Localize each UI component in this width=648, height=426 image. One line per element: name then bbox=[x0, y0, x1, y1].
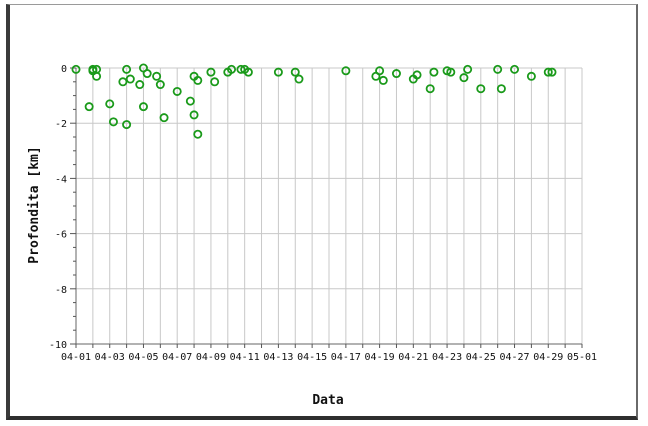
data-point bbox=[125, 74, 135, 84]
x-axis-title: Data bbox=[312, 393, 343, 408]
data-point bbox=[138, 102, 148, 112]
x-tick-label: 04-23 bbox=[432, 352, 462, 363]
data-point bbox=[105, 99, 115, 109]
data-point bbox=[496, 84, 506, 94]
x-tick-labels: 04-01 04-03 04-05 04-07 04-09 04-11 04-13 04-15… bbox=[61, 352, 597, 363]
x-tick-label: 04-03 bbox=[95, 352, 125, 363]
data-point bbox=[118, 77, 128, 87]
data-point bbox=[155, 80, 165, 90]
data-point bbox=[189, 110, 199, 120]
data-point bbox=[243, 67, 253, 77]
data-point bbox=[210, 77, 220, 87]
data-point bbox=[526, 71, 536, 81]
axes bbox=[70, 67, 583, 348]
data-point bbox=[92, 64, 102, 74]
data-point bbox=[294, 74, 304, 84]
data-point bbox=[236, 64, 246, 74]
data-point bbox=[493, 64, 503, 74]
data-point bbox=[371, 71, 381, 81]
x-tick-label: 04-17 bbox=[331, 352, 361, 363]
data-point bbox=[122, 120, 132, 130]
x-tick-label: 04-15 bbox=[297, 352, 327, 363]
data-point bbox=[227, 64, 237, 74]
grid-lines bbox=[75, 67, 583, 345]
data-point bbox=[446, 67, 456, 77]
data-point bbox=[135, 80, 145, 90]
data-point bbox=[172, 86, 182, 96]
data-point bbox=[122, 64, 132, 74]
data-point bbox=[510, 64, 520, 74]
data-point bbox=[378, 75, 388, 85]
y-tick-label: -4 bbox=[55, 174, 67, 185]
x-tick-label: 04-19 bbox=[365, 352, 395, 363]
data-point bbox=[463, 64, 473, 74]
x-tick-label: 04-07 bbox=[162, 352, 192, 363]
y-tick-label: -2 bbox=[55, 119, 67, 130]
data-point bbox=[152, 71, 162, 81]
y-tick-labels: 0 -2 -4 -6 -8 -10 bbox=[49, 64, 67, 351]
data-point bbox=[84, 102, 94, 112]
x-tick-label: 04-09 bbox=[196, 352, 226, 363]
data-point bbox=[88, 64, 98, 74]
data-point bbox=[193, 129, 203, 139]
y-tick-label: 0 bbox=[61, 64, 67, 75]
data-point bbox=[476, 84, 486, 94]
x-tick-label: 04-29 bbox=[533, 352, 563, 363]
data-points bbox=[71, 63, 557, 139]
data-point bbox=[547, 67, 557, 77]
x-tick-label: 04-01 bbox=[61, 352, 91, 363]
data-point bbox=[459, 73, 469, 83]
data-point bbox=[71, 64, 81, 74]
data-point bbox=[273, 67, 283, 77]
data-point bbox=[391, 69, 401, 79]
y-axis-title: Profondita [km] bbox=[27, 146, 42, 263]
data-point bbox=[425, 84, 435, 94]
data-point bbox=[412, 70, 422, 80]
data-point bbox=[138, 63, 148, 73]
data-point bbox=[429, 67, 439, 77]
x-tick-label: 04-13 bbox=[263, 352, 293, 363]
data-point bbox=[108, 117, 118, 127]
y-tick-label: -6 bbox=[55, 230, 67, 241]
y-tick-label: -10 bbox=[49, 340, 67, 351]
data-point bbox=[193, 75, 203, 85]
x-tick-label: 04-05 bbox=[128, 352, 158, 363]
y-tick-label: -8 bbox=[55, 285, 67, 296]
data-point bbox=[206, 67, 216, 77]
data-point bbox=[290, 67, 300, 77]
x-tick-label: 04-25 bbox=[466, 352, 496, 363]
data-point bbox=[543, 67, 553, 77]
x-tick-label: 04-11 bbox=[230, 352, 260, 363]
x-tick-label: 04-21 bbox=[398, 352, 428, 363]
data-point bbox=[185, 96, 195, 106]
x-tick-label: 04-27 bbox=[499, 352, 529, 363]
data-point bbox=[159, 113, 169, 123]
x-tick-label: 05-01 bbox=[567, 352, 597, 363]
data-point bbox=[341, 66, 351, 76]
